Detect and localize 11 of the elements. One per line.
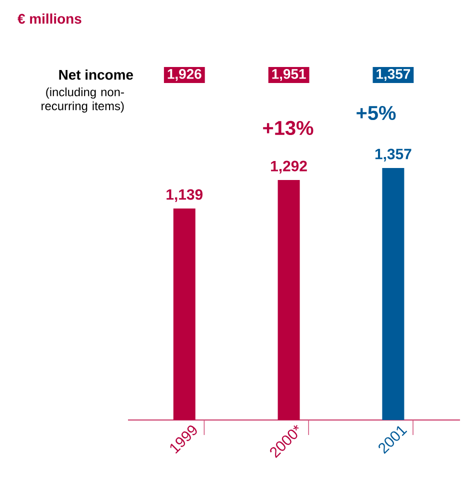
chart-subtitle: € millions xyxy=(18,14,82,24)
text: +5% xyxy=(356,106,396,120)
text: 1,926 xyxy=(168,69,202,81)
text: Net income xyxy=(59,70,134,80)
text: +13% xyxy=(263,120,314,136)
text: (including non-recurring items) xyxy=(42,88,124,113)
text: 1,357 xyxy=(376,69,410,81)
data-label: 1,357 xyxy=(376,148,412,162)
text: 1,951 xyxy=(272,69,306,81)
data-label: 1,292 xyxy=(271,160,308,174)
data-label: 1,139 xyxy=(166,189,203,202)
